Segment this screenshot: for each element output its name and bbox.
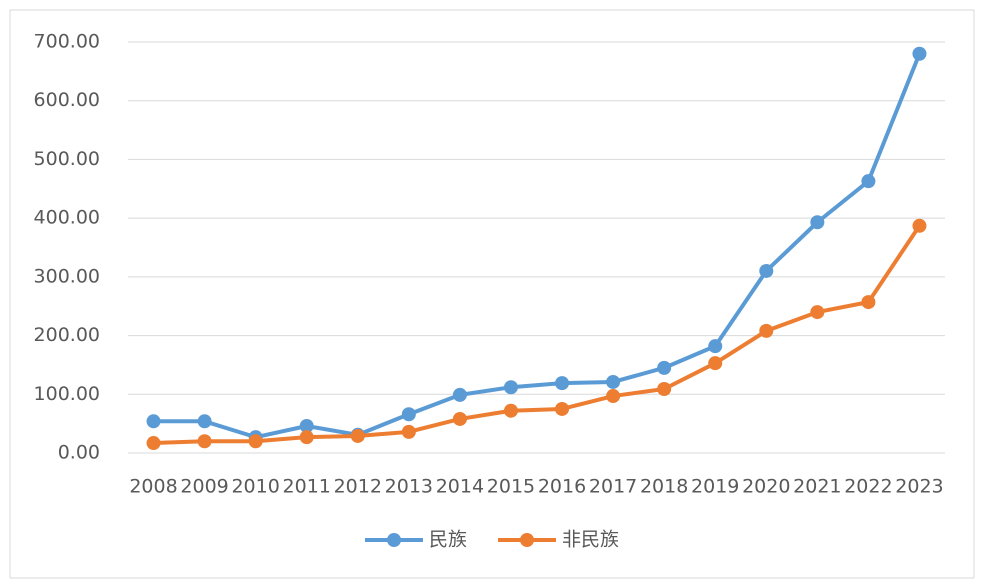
x-tick-label: 2019 (691, 476, 739, 498)
y-tick-label: 300.00 (34, 265, 100, 287)
data-point (555, 401, 570, 416)
data-point (452, 411, 467, 426)
x-tick-label: 2021 (793, 476, 841, 498)
y-tick-label: 600.00 (34, 89, 100, 111)
y-tick-label: 200.00 (34, 324, 100, 346)
data-point (861, 295, 876, 310)
data-point (606, 374, 621, 389)
y-tick-label: 100.00 (34, 383, 100, 405)
data-point (912, 46, 927, 61)
data-point (146, 436, 161, 451)
data-point (810, 305, 825, 320)
data-point (606, 389, 621, 404)
legend-marker (387, 533, 401, 547)
data-point (350, 428, 365, 443)
x-tick-label: 2023 (895, 476, 943, 498)
data-point (299, 430, 314, 445)
data-point (861, 174, 876, 189)
data-point (555, 376, 570, 391)
data-point (401, 407, 416, 422)
x-tick-label: 2020 (742, 476, 790, 498)
data-point (912, 218, 927, 233)
x-tick-label: 2009 (180, 476, 228, 498)
x-tick-label: 2010 (231, 476, 279, 498)
x-tick-label: 2011 (283, 476, 331, 498)
x-tick-label: 2022 (844, 476, 892, 498)
data-point (401, 424, 416, 439)
series-line (153, 224, 922, 446)
data-point (299, 418, 314, 433)
y-tick-label: 400.00 (34, 207, 100, 229)
x-tick-label: 2016 (538, 476, 586, 498)
legend-marker (520, 533, 534, 547)
data-point (657, 382, 672, 397)
data-point (708, 356, 723, 371)
legend-label: 民族 (429, 529, 467, 551)
data-point (197, 414, 212, 429)
x-tick-label: 2017 (589, 476, 637, 498)
series-line (153, 52, 922, 440)
data-point (759, 323, 774, 338)
y-tick-label: 700.00 (34, 31, 100, 53)
data-point (248, 434, 263, 449)
x-tick-label: 2015 (487, 476, 535, 498)
legend-label: 非民族 (562, 529, 619, 551)
x-tick-label: 2012 (334, 476, 382, 498)
data-point (452, 387, 467, 402)
y-tick-label: 500.00 (34, 148, 100, 170)
data-point (810, 215, 825, 230)
data-point (657, 360, 672, 375)
data-point (197, 434, 212, 449)
x-tick-label: 2008 (129, 476, 177, 498)
data-point (708, 339, 723, 354)
y-tick-label: 0.00 (58, 442, 100, 464)
data-point (503, 380, 518, 395)
data-point (759, 263, 774, 278)
data-point (146, 414, 161, 429)
data-point (503, 403, 518, 418)
x-tick-label: 2013 (385, 476, 433, 498)
x-tick-label: 2018 (640, 476, 688, 498)
chart-border (9, 9, 975, 579)
x-tick-label: 2014 (436, 476, 484, 498)
